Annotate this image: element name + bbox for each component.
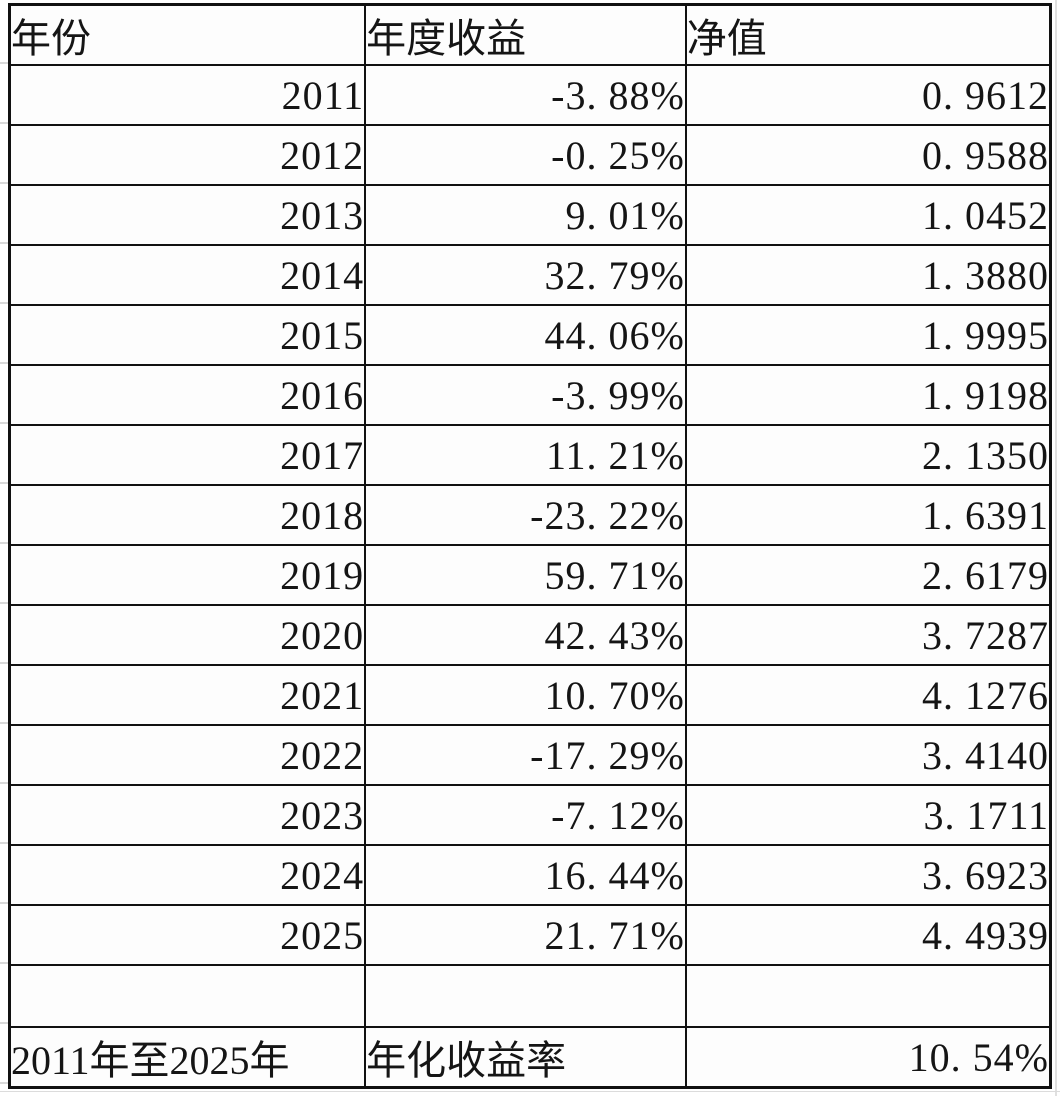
- summary-label-cell[interactable]: 年化收益率: [364, 1026, 687, 1089]
- year-cell[interactable]: 2015: [8, 304, 367, 366]
- year-cell[interactable]: 2013: [8, 184, 367, 246]
- nav-cell[interactable]: 3. 4140: [684, 724, 1052, 786]
- table-row: 2022 -17. 29% 3. 4140: [8, 724, 1052, 786]
- return-cell[interactable]: 16. 44%: [364, 844, 687, 906]
- table-row: 2016 -3. 99% 1. 9198: [8, 364, 1052, 426]
- nav-cell[interactable]: 3. 7287: [684, 604, 1052, 666]
- summary-row: 2011年至2025年 年化收益率 10. 54%: [8, 1026, 1052, 1089]
- nav-cell[interactable]: 0. 9612: [684, 64, 1052, 126]
- year-cell[interactable]: 2021: [8, 664, 367, 726]
- year-cell[interactable]: 2016: [8, 364, 367, 426]
- table-body: 2011 -3. 88% 0. 9612 2012 -0. 25% 0. 958…: [8, 64, 1052, 966]
- return-cell[interactable]: 59. 71%: [364, 544, 687, 606]
- year-cell[interactable]: 2014: [8, 244, 367, 306]
- summary-period-cell[interactable]: 2011年至2025年: [8, 1026, 367, 1089]
- return-cell[interactable]: -0. 25%: [364, 124, 687, 186]
- table-row: 2021 10. 70% 4. 1276: [8, 664, 1052, 726]
- year-cell[interactable]: 2011: [8, 64, 367, 126]
- table-row: 2012 -0. 25% 0. 9588: [8, 124, 1052, 186]
- table-row: 2019 59. 71% 2. 6179: [8, 544, 1052, 606]
- nav-cell[interactable]: 0. 9588: [684, 124, 1052, 186]
- year-cell[interactable]: 2025: [8, 904, 367, 966]
- nav-cell[interactable]: 4. 1276: [684, 664, 1052, 726]
- year-cell[interactable]: 2017: [8, 424, 367, 486]
- nav-cell[interactable]: 2. 1350: [684, 424, 1052, 486]
- spreadsheet-gridline-right: [1055, 0, 1057, 1096]
- empty-row: [8, 964, 1052, 1028]
- header-net-value[interactable]: 净值: [684, 3, 1052, 66]
- return-cell[interactable]: 32. 79%: [364, 244, 687, 306]
- return-cell[interactable]: -17. 29%: [364, 724, 687, 786]
- table-row: 2024 16. 44% 3. 6923: [8, 844, 1052, 906]
- year-cell[interactable]: 2023: [8, 784, 367, 846]
- year-cell[interactable]: 2019: [8, 544, 367, 606]
- table-row: 2015 44. 06% 1. 9995: [8, 304, 1052, 366]
- return-cell[interactable]: 21. 71%: [364, 904, 687, 966]
- year-cell[interactable]: 2012: [8, 124, 367, 186]
- table-row: 2013 9. 01% 1. 0452: [8, 184, 1052, 246]
- return-cell[interactable]: -3. 88%: [364, 64, 687, 126]
- year-cell[interactable]: 2020: [8, 604, 367, 666]
- return-cell[interactable]: 10. 70%: [364, 664, 687, 726]
- table-row: 2011 -3. 88% 0. 9612: [8, 64, 1052, 126]
- nav-cell[interactable]: 1. 9995: [684, 304, 1052, 366]
- return-cell[interactable]: -3. 99%: [364, 364, 687, 426]
- empty-cell[interactable]: [8, 964, 367, 1028]
- table-row: 2023 -7. 12% 3. 1711: [8, 784, 1052, 846]
- empty-cell[interactable]: [364, 964, 687, 1028]
- summary-value-cell[interactable]: 10. 54%: [684, 1026, 1052, 1089]
- header-annual-return[interactable]: 年度收益: [364, 3, 687, 66]
- year-cell[interactable]: 2022: [8, 724, 367, 786]
- header-year[interactable]: 年份: [8, 3, 367, 66]
- return-cell[interactable]: 11. 21%: [364, 424, 687, 486]
- nav-cell[interactable]: 1. 6391: [684, 484, 1052, 546]
- year-cell[interactable]: 2024: [8, 844, 367, 906]
- nav-cell[interactable]: 1. 9198: [684, 364, 1052, 426]
- nav-cell[interactable]: 1. 3880: [684, 244, 1052, 306]
- year-cell[interactable]: 2018: [8, 484, 367, 546]
- annual-returns-table: 年份 年度收益 净值 2011 -3. 88% 0. 9612 2012 -0.…: [8, 3, 1052, 1089]
- spreadsheet-gridline-bottom: [0, 1091, 1060, 1092]
- nav-cell[interactable]: 2. 6179: [684, 544, 1052, 606]
- nav-cell[interactable]: 3. 1711: [684, 784, 1052, 846]
- nav-cell[interactable]: 4. 4939: [684, 904, 1052, 966]
- return-cell[interactable]: -23. 22%: [364, 484, 687, 546]
- table-row: 2025 21. 71% 4. 4939: [8, 904, 1052, 966]
- nav-cell[interactable]: 3. 6923: [684, 844, 1052, 906]
- empty-cell[interactable]: [684, 964, 1052, 1028]
- table-row: 2020 42. 43% 3. 7287: [8, 604, 1052, 666]
- header-row: 年份 年度收益 净值: [8, 3, 1052, 66]
- table-row: 2014 32. 79% 1. 3880: [8, 244, 1052, 306]
- return-cell[interactable]: 9. 01%: [364, 184, 687, 246]
- spreadsheet-gridlines-left: [0, 4, 9, 1088]
- return-cell[interactable]: 42. 43%: [364, 604, 687, 666]
- nav-cell[interactable]: 1. 0452: [684, 184, 1052, 246]
- return-cell[interactable]: -7. 12%: [364, 784, 687, 846]
- return-cell[interactable]: 44. 06%: [364, 304, 687, 366]
- table-row: 2018 -23. 22% 1. 6391: [8, 484, 1052, 546]
- table-row: 2017 11. 21% 2. 1350: [8, 424, 1052, 486]
